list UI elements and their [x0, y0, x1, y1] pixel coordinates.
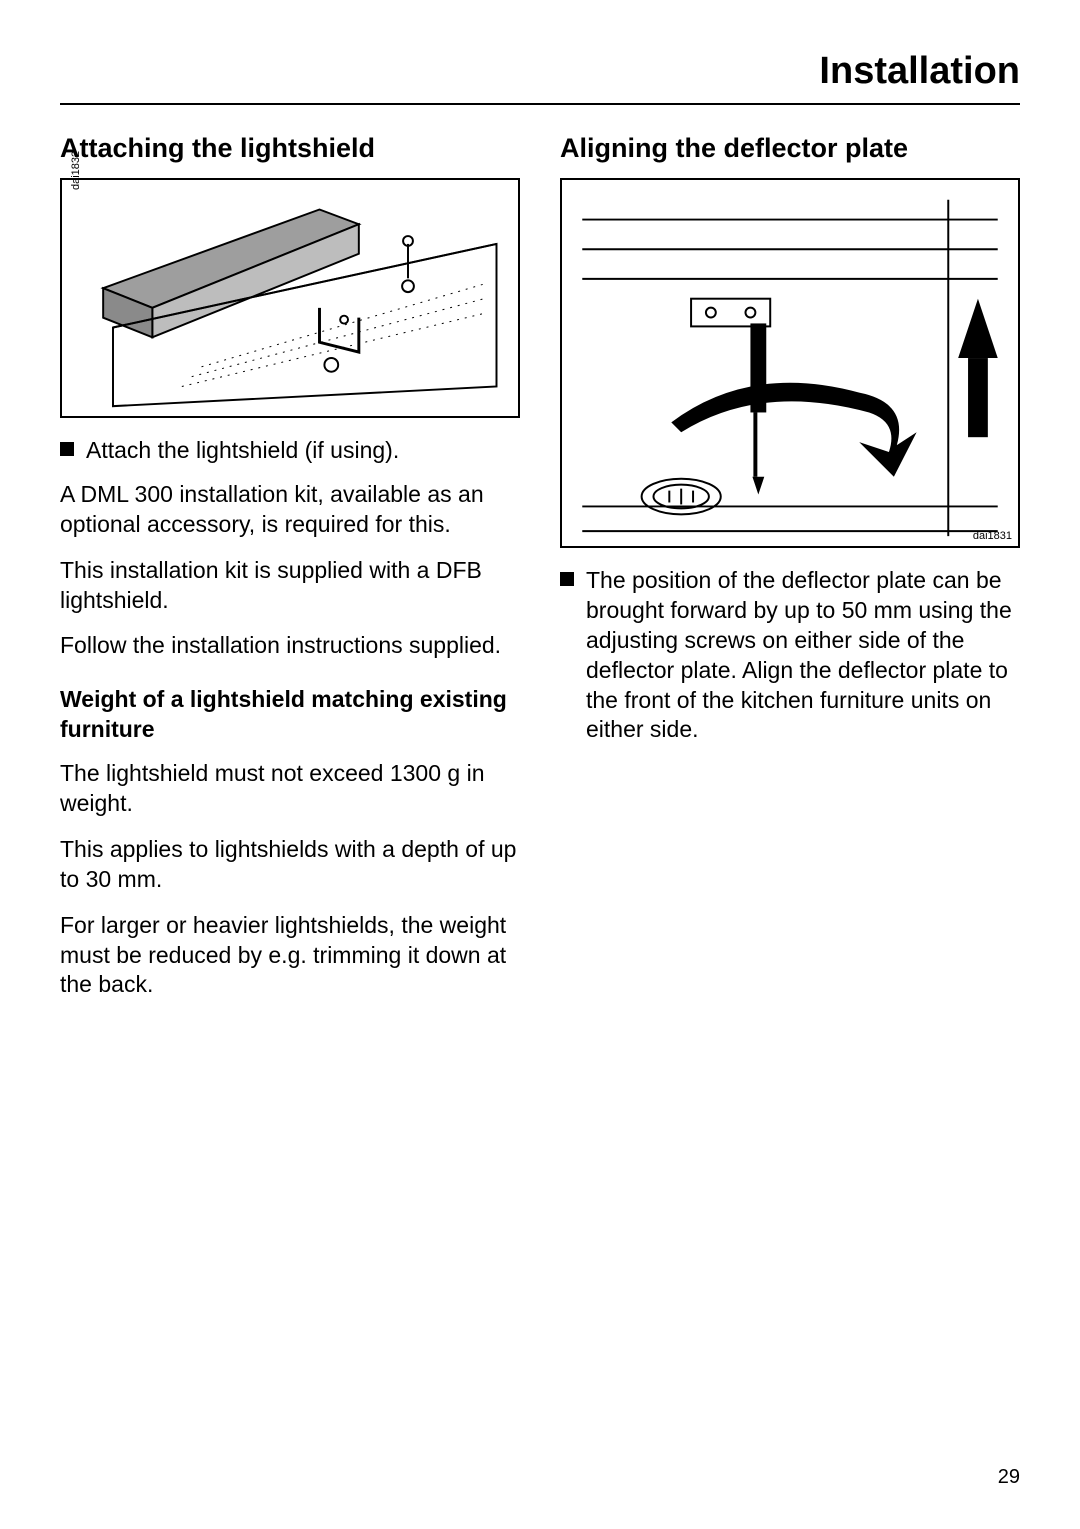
header-rule [60, 103, 1020, 105]
bullet-marker-icon [60, 442, 74, 456]
right-column: Aligning the deflector plate dai1831 [560, 133, 1020, 1016]
figure-deflector: dai1831 [560, 178, 1020, 548]
figure-ref-right: dai1831 [973, 530, 1012, 542]
right-heading: Aligning the deflector plate [560, 133, 1020, 164]
left-bullet-text: Attach the lightshield (if using). [86, 436, 399, 466]
figure-ref-left: dai1832 [70, 151, 82, 190]
content-columns: Attaching the lightshield dai1832 [60, 133, 1020, 1016]
left-para5: This applies to lightshields with a dept… [60, 835, 520, 895]
page-number: 29 [998, 1466, 1020, 1489]
left-heading: Attaching the lightshield [60, 133, 520, 164]
left-para2: This installation kit is supplied with a… [60, 556, 520, 616]
page-title: Installation [60, 50, 1020, 93]
left-para3: Follow the installation instructions sup… [60, 631, 520, 661]
page: Installation Attaching the lightshield d… [0, 0, 1080, 1529]
left-para4: The lightshield must not exceed 1300 g i… [60, 759, 520, 819]
lightshield-illustration [62, 180, 518, 416]
figure-lightshield: dai1832 [60, 178, 520, 418]
left-bullet: Attach the lightshield (if using). [60, 436, 520, 466]
bullet-marker-icon [560, 572, 574, 586]
left-para6: For larger or heavier lightshields, the … [60, 911, 520, 1001]
right-bullet-text: The position of the deflector plate can … [586, 566, 1020, 745]
deflector-illustration [562, 180, 1018, 546]
left-para1: A DML 300 installation kit, available as… [60, 480, 520, 540]
right-bullet: The position of the deflector plate can … [560, 566, 1020, 745]
left-bold-sub: Weight of a lightshield matching existin… [60, 685, 520, 745]
left-column: Attaching the lightshield dai1832 [60, 133, 520, 1016]
